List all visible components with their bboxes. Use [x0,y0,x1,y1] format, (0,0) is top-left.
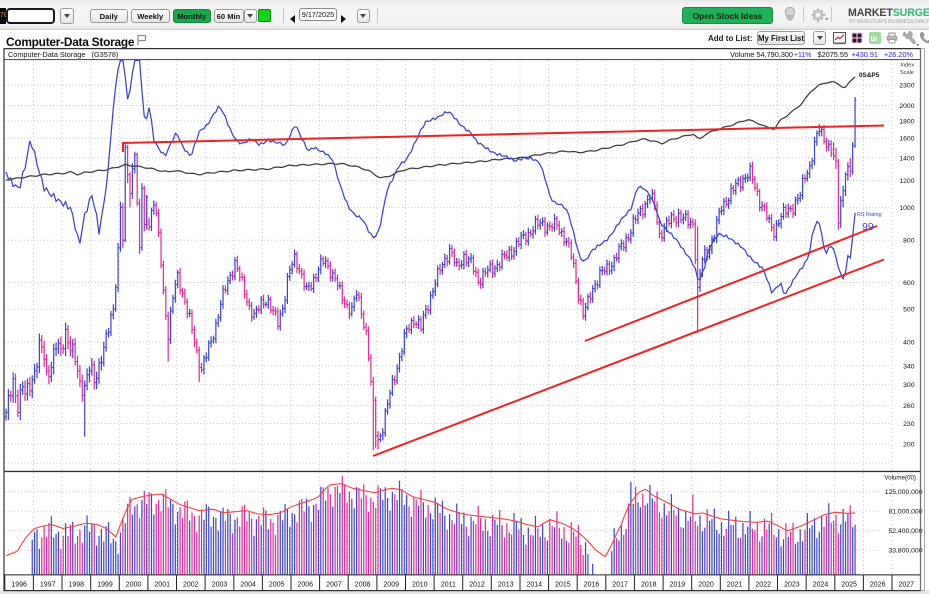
svg-text:2010: 2010 [412,581,428,588]
svg-text:2013: 2013 [498,581,514,588]
svg-text:1600: 1600 [899,136,914,143]
svg-text:2023: 2023 [784,581,800,588]
svg-text:2006: 2006 [298,581,314,588]
svg-text:230: 230 [903,421,915,428]
svg-text:2022: 2022 [755,581,771,588]
svg-text:2009: 2009 [383,581,399,588]
svg-text:300: 300 [903,382,915,389]
svg-text:2019: 2019 [670,581,686,588]
svg-text:RS Rating: RS Rating [857,212,882,218]
svg-text:33,800,000: 33,800,000 [888,548,922,555]
svg-text:800: 800 [903,238,915,245]
svg-text:2007: 2007 [326,581,342,588]
svg-text:2000: 2000 [126,581,142,588]
svg-text:2016: 2016 [584,581,600,588]
svg-text:2300: 2300 [899,82,914,89]
svg-text:1200: 1200 [899,178,914,185]
svg-text:81,000,000: 81,000,000 [888,509,922,516]
svg-text:2017: 2017 [612,581,628,588]
svg-text:2008: 2008 [355,581,371,588]
svg-text:1000: 1000 [899,205,914,212]
svg-text:Index: Index [900,63,914,69]
svg-text:+430.91: +430.91 [851,50,878,59]
svg-text:2000: 2000 [899,103,914,110]
svg-text:2002: 2002 [183,581,199,588]
svg-text:2012: 2012 [469,581,485,588]
svg-text:1997: 1997 [40,581,56,588]
svg-text:2020: 2020 [698,581,714,588]
svg-text:2025: 2025 [841,581,857,588]
svg-text:$2075.55: $2075.55 [818,50,848,59]
svg-text:260: 260 [903,403,915,410]
svg-text:2011: 2011 [441,581,456,588]
svg-text:500: 500 [903,307,915,314]
svg-text:+11%: +11% [794,52,812,59]
svg-text:400: 400 [903,340,915,347]
svg-text:0S&P5: 0S&P5 [859,72,880,79]
svg-text:+26.20%: +26.20% [884,50,914,59]
svg-text:1996: 1996 [11,581,27,588]
svg-text:Volume 54,790,300: Volume 54,790,300 [730,50,793,59]
svg-text:1998: 1998 [69,581,85,588]
svg-text:52,400,000: 52,400,000 [888,528,922,535]
svg-text:2004: 2004 [240,581,256,588]
svg-text:2005: 2005 [269,581,285,588]
svg-text:Volume(00): Volume(00) [884,475,916,482]
svg-text:2014: 2014 [527,581,543,588]
svg-text:2015: 2015 [555,581,571,588]
svg-text:600: 600 [903,280,915,287]
svg-text:2003: 2003 [212,581,228,588]
svg-text:2027: 2027 [899,581,915,588]
svg-text:125,000,000: 125,000,000 [885,489,923,496]
svg-text:2001: 2001 [154,581,170,588]
svg-text:1800: 1800 [899,118,914,125]
svg-text:2021: 2021 [727,581,743,588]
svg-text:99: 99 [862,221,874,233]
svg-text:1400: 1400 [899,155,914,162]
svg-text:Computer-Data Storage (G3578: Computer-Data Storage (G3578) [8,50,118,59]
svg-text:2026: 2026 [870,581,886,588]
svg-text:2018: 2018 [641,581,657,588]
svg-text:340: 340 [903,363,915,370]
svg-text:Scale: Scale [900,70,914,76]
svg-text:1999: 1999 [97,581,113,588]
svg-text:200: 200 [903,441,915,448]
svg-text:2024: 2024 [813,581,829,588]
